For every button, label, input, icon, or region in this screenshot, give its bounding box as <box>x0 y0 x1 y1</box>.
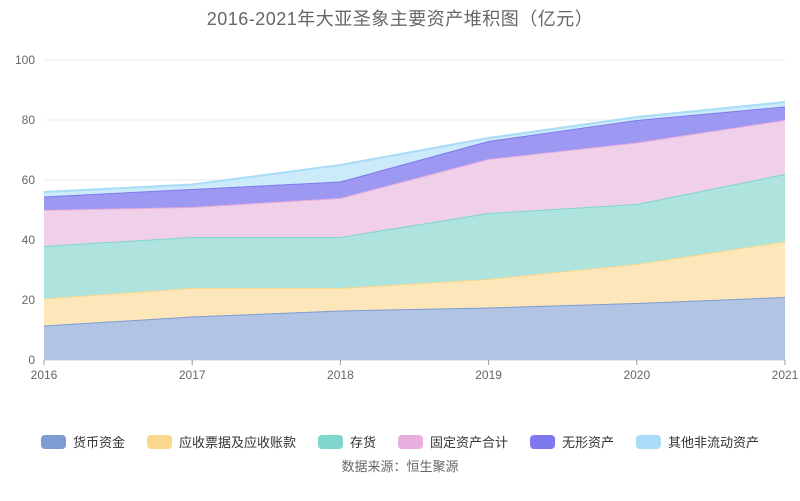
y-axis-tick-label: 20 <box>22 293 36 307</box>
area-band-5[interactable] <box>44 102 785 197</box>
area-band-4[interactable] <box>44 106 785 211</box>
y-axis-tick-label: 60 <box>22 173 36 187</box>
y-axis-tick-label: 0 <box>28 353 35 367</box>
x-axis-tick-label: 2016 <box>31 368 58 382</box>
legend-swatch <box>398 434 423 449</box>
area-band-2[interactable] <box>44 174 785 299</box>
x-axis-tick-label: 2020 <box>623 368 650 382</box>
legend-label: 存货 <box>349 435 376 450</box>
legend-label: 应收票据及应收账款 <box>178 435 296 450</box>
area-line-5 <box>43 101 786 193</box>
y-axis-tick-label: 40 <box>22 233 36 247</box>
legend-item-2[interactable]: 存货 <box>317 432 376 451</box>
legend-label: 无形资产 <box>562 435 615 450</box>
legend-label: 其他非流动资产 <box>668 435 760 450</box>
x-axis-tick-label: 2019 <box>475 368 502 382</box>
data-source-label: 数据来源：恒生聚源 <box>341 459 459 474</box>
legend-label: 货币资金 <box>72 435 125 450</box>
legend-item-0[interactable]: 货币资金 <box>40 432 125 451</box>
legend-item-1[interactable]: 应收票据及应收账款 <box>146 432 296 451</box>
chart-legend: 货币资金 应收票据及应收账款 存货 固定资产合计 无形资产 其他非流动资产 <box>0 432 800 451</box>
area-band-0[interactable] <box>44 297 785 360</box>
legend-swatch <box>146 434 172 449</box>
legend-label: 固定资产合计 <box>430 435 509 450</box>
legend-swatch <box>530 434 556 449</box>
chart-title: 2016-2021年大亚圣象主要资产堆积图（亿元） <box>206 9 594 29</box>
legend-swatch <box>636 434 662 449</box>
legend-swatch <box>317 434 343 449</box>
y-axis-tick-label: 80 <box>22 113 36 127</box>
legend-swatch <box>40 434 66 449</box>
y-axis-tick-label: 100 <box>15 53 35 67</box>
x-axis-tick-label: 2017 <box>179 368 206 382</box>
legend-item-4[interactable]: 无形资产 <box>530 432 614 451</box>
stacked-area-chart[interactable]: 0 20 40 60 80 100 2016 2017 2018 2019 2020 2021 <box>0 40 800 390</box>
area-band-3[interactable] <box>44 120 785 246</box>
legend-item-5[interactable]: 其他非流动资产 <box>636 432 759 451</box>
legend-item-3[interactable]: 固定资产合计 <box>398 432 508 451</box>
x-axis-tick-label: 2018 <box>327 368 354 382</box>
x-axis-tick-label: 2021 <box>772 368 799 382</box>
